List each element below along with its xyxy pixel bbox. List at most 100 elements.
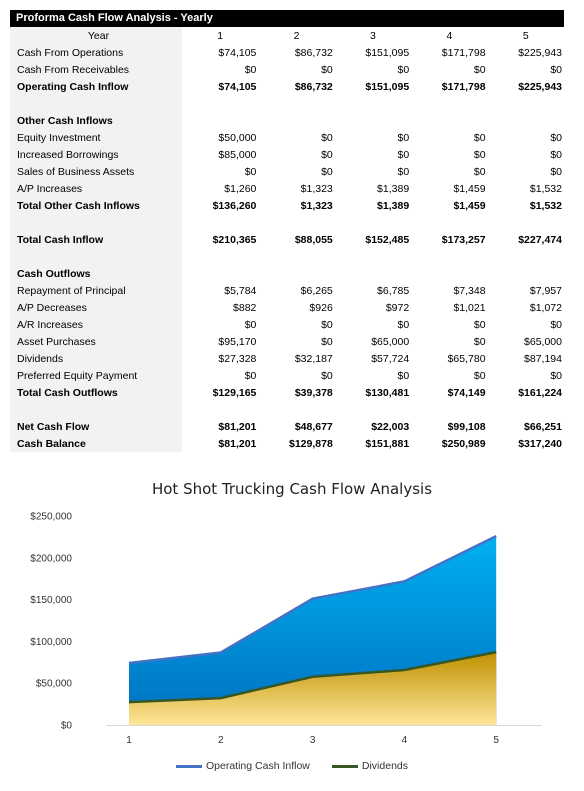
table-row: Cash Outflows xyxy=(10,265,564,282)
cell-value: $6,265 xyxy=(300,284,333,297)
legend-item: Operating Cash Inflow xyxy=(176,760,310,772)
cell-value: $151,095 xyxy=(365,80,410,93)
header-year-4: 4 xyxy=(446,29,453,42)
table-row: Total Cash Inflow $210,365 $88,055 $152,485… xyxy=(10,231,564,248)
cell-value: $65,780 xyxy=(447,352,486,365)
cell-value: $0 xyxy=(473,318,486,331)
legend-item: Dividends xyxy=(331,760,408,772)
cell-value: $1,323 xyxy=(300,199,333,212)
cell-value: $1,532 xyxy=(529,199,562,212)
cell-value: $0 xyxy=(550,63,562,76)
x-tick-label: 4 xyxy=(402,735,408,746)
header-year-1: 1 xyxy=(217,29,224,42)
table-row xyxy=(10,214,564,231)
cell-value xyxy=(488,248,564,265)
cell-value: $0 xyxy=(244,165,257,178)
row-label: Total Other Cash Inflows xyxy=(10,197,182,214)
cell-value: $5,784 xyxy=(224,284,257,297)
cell-value: $250,989 xyxy=(441,437,486,450)
cell-value xyxy=(182,214,258,231)
cell-value xyxy=(182,265,258,282)
table-row: A/P Decreases $882 $926 $972 $1,021 $1,072 xyxy=(10,299,564,316)
x-tick-label: 1 xyxy=(126,735,132,746)
y-tick-label: $100,000 xyxy=(30,637,72,648)
cell-value: $74,105 xyxy=(218,46,257,59)
cell-value: $81,201 xyxy=(218,420,257,433)
y-tick-label: $200,000 xyxy=(30,553,72,564)
cell-value: $1,389 xyxy=(377,199,410,212)
row-label: Operating Cash Inflow xyxy=(10,78,182,95)
cell-value: $0 xyxy=(550,165,562,178)
cell-value: $129,165 xyxy=(212,386,257,399)
cell-value xyxy=(182,248,258,265)
row-label: Total Cash Inflow xyxy=(10,231,182,248)
row-label xyxy=(10,95,182,112)
cell-value: $50,000 xyxy=(218,131,257,144)
cell-value: $81,201 xyxy=(218,437,257,450)
cell-value: $0 xyxy=(397,131,410,144)
cell-value: $0 xyxy=(550,318,562,331)
cell-value: $0 xyxy=(473,63,486,76)
cell-value: $0 xyxy=(244,63,257,76)
table-row: Cash Balance $81,201 $129,878 $151,881 $250,… xyxy=(10,435,564,452)
row-label xyxy=(10,248,182,265)
x-tick-label: 2 xyxy=(218,735,224,746)
row-label: Equity Investment xyxy=(10,129,182,146)
cell-value: $0 xyxy=(473,131,486,144)
chart-legend: Operating Cash Inflow Dividends xyxy=(0,760,584,772)
cell-value: $0 xyxy=(550,148,562,161)
cash-flow-table: Year 1 2 3 4 5 Cash From Operations $74,105 $86,… xyxy=(10,27,564,452)
row-label: Cash Outflows xyxy=(10,265,182,282)
table-row: Cash From Receivables $0 $0 $0 $0 $0 xyxy=(10,61,564,78)
cell-value: $0 xyxy=(321,165,333,178)
row-label: A/P Increases xyxy=(10,180,182,197)
cash-flow-chart: Hot Shot Trucking Cash Flow Analysis $0 $… xyxy=(0,468,584,791)
cell-value: $152,485 xyxy=(365,233,410,246)
cell-value: $227,474 xyxy=(518,233,562,246)
cell-value: $210,365 xyxy=(212,233,257,246)
cell-value: $95,170 xyxy=(218,335,257,348)
cell-value: $0 xyxy=(321,63,333,76)
table-row: Net Cash Flow $81,201 $48,677 $22,003 $99,10… xyxy=(10,418,564,435)
cell-value: $0 xyxy=(321,335,333,348)
table-row: Preferred Equity Payment $0 $0 $0 $0 $0 xyxy=(10,367,564,384)
cell-value xyxy=(182,95,258,112)
cell-value: $225,943 xyxy=(518,46,562,59)
cell-value: $0 xyxy=(397,148,410,161)
cell-value: $1,389 xyxy=(377,182,410,195)
cell-value xyxy=(411,248,487,265)
cell-value: $0 xyxy=(244,369,257,382)
row-label: Sales of Business Assets xyxy=(10,163,182,180)
cell-value: $173,257 xyxy=(441,233,486,246)
cell-value: $1,021 xyxy=(453,301,486,314)
cell-value xyxy=(488,401,564,418)
cell-value: $0 xyxy=(550,131,562,144)
cell-value: $0 xyxy=(473,335,486,348)
cell-value: $926 xyxy=(309,301,333,314)
cell-value xyxy=(411,401,487,418)
cell-value: $0 xyxy=(397,165,410,178)
table-row: A/R Increases $0 $0 $0 $0 $0 xyxy=(10,316,564,333)
y-tick-label: $150,000 xyxy=(30,595,72,606)
cell-value xyxy=(335,112,411,129)
cell-value: $74,105 xyxy=(218,80,257,93)
row-label: Preferred Equity Payment xyxy=(10,367,182,384)
table-header-row: Year 1 2 3 4 5 xyxy=(10,27,564,44)
cell-value: $0 xyxy=(473,165,486,178)
cell-value xyxy=(335,95,411,112)
table-row: Sales of Business Assets $0 $0 $0 $0 $0 xyxy=(10,163,564,180)
cell-value: $66,251 xyxy=(524,420,562,433)
cell-value: $27,328 xyxy=(218,352,257,365)
header-year-2: 2 xyxy=(293,29,300,42)
cell-value xyxy=(182,401,258,418)
header-year-3: 3 xyxy=(370,29,376,42)
cell-value: $0 xyxy=(321,131,333,144)
cell-value xyxy=(411,95,487,112)
cell-value: $87,194 xyxy=(524,352,562,365)
cell-value: $0 xyxy=(321,369,333,382)
y-tick-label: $250,000 xyxy=(30,512,72,523)
cell-value: $0 xyxy=(321,318,333,331)
cell-value: $317,240 xyxy=(518,437,562,450)
x-tick-label: 3 xyxy=(310,735,316,746)
row-label: Dividends xyxy=(10,350,182,367)
